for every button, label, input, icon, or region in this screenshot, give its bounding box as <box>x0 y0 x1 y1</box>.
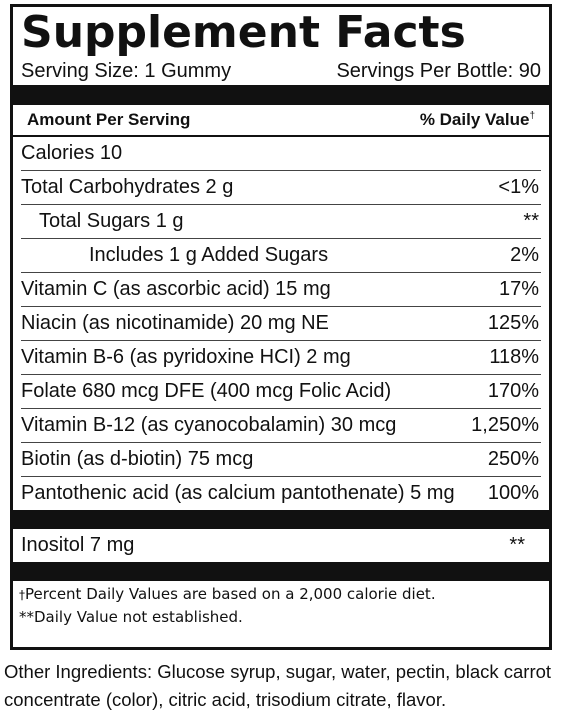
nutrient-row: Total Sugars 1 g ** <box>21 205 541 239</box>
thick-divider <box>13 85 549 105</box>
nutrient-row: Biotin (as d-biotin) 75 mcg 250% <box>21 443 541 477</box>
nutrient-row: Calories 10 <box>21 137 541 171</box>
nutrient-dv: ** <box>523 210 539 232</box>
thick-divider <box>13 510 549 529</box>
nutrient-dv: ** <box>509 534 525 556</box>
nutrient-label: Niacin (as nicotinamide) 20 mg NE <box>21 312 329 334</box>
servings-per-bottle: Servings Per Bottle: 90 <box>336 60 541 82</box>
dagger-mark: † <box>19 588 25 602</box>
supplement-facts-panel: Supplement Facts Serving Size: 1 Gummy S… <box>10 4 552 650</box>
nutrient-row: Vitamin B-6 (as pyridoxine HCI) 2 mg 118… <box>21 341 541 375</box>
nutrient-row: Folate 680 mcg DFE (400 mcg Folic Acid) … <box>21 375 541 409</box>
nutrient-row: Niacin (as nicotinamide) 20 mg NE 125% <box>21 307 541 341</box>
nutrient-dv: 250% <box>487 448 539 470</box>
nutrient-label: Biotin (as d-biotin) 75 mcg <box>21 448 254 470</box>
serving-info: Serving Size: 1 Gummy Servings Per Bottl… <box>21 59 541 85</box>
nutrient-dv: 17% <box>498 278 539 300</box>
nutrient-label: Vitamin C (as ascorbic acid) 15 mg <box>21 278 331 300</box>
column-header: Amount Per Serving % Daily Value† <box>13 105 549 137</box>
nutrient-label: Pantothenic acid (as calcium pantothenat… <box>21 482 455 504</box>
nutrient-dv: 118% <box>489 346 539 368</box>
serving-size: Serving Size: 1 Gummy <box>21 60 232 82</box>
other-ingredients: Other Ingredients: Glucose syrup, sugar,… <box>4 661 552 710</box>
dagger-footnote: †Percent Daily Values are based on a 2,0… <box>19 585 436 603</box>
nutrient-row: Inositol 7 mg ** <box>21 529 541 562</box>
other-nutrient-list: Inositol 7 mg ** <box>21 529 541 562</box>
footnotes: †Percent Daily Values are based on a 2,0… <box>19 583 543 628</box>
nutrient-dv: 100% <box>487 482 539 504</box>
nutrient-row: Pantothenic acid (as calcium pantothenat… <box>21 477 541 510</box>
nutrient-label: Vitamin B-6 (as pyridoxine HCI) 2 mg <box>21 346 351 368</box>
nutrient-dv: 1,250% <box>471 414 539 436</box>
double-star-footnote: **Daily Value not established. <box>19 608 243 626</box>
nutrient-dv: <1% <box>498 176 539 198</box>
nutrient-label: Vitamin B-12 (as cyanocobalamin) 30 mcg <box>21 414 397 436</box>
thick-divider <box>13 562 549 581</box>
nutrient-label: Inositol 7 mg <box>21 534 135 556</box>
nutrient-dv: 170% <box>487 380 539 402</box>
nutrient-label: Includes 1 g Added Sugars <box>89 244 329 266</box>
nutrient-label: Calories 10 <box>21 142 123 164</box>
nutrient-row: Includes 1 g Added Sugars 2% <box>21 239 541 273</box>
nutrient-list: Calories 10 Total Carbohydrates 2 g <1% … <box>21 137 541 510</box>
dagger-mark: † <box>529 110 535 122</box>
nutrient-label: Total Carbohydrates 2 g <box>21 176 234 198</box>
nutrient-dv: 125% <box>487 312 539 334</box>
nutrient-label: Total Sugars 1 g <box>39 210 184 232</box>
nutrient-row: Vitamin C (as ascorbic acid) 15 mg 17% <box>21 273 541 307</box>
amount-per-serving-label: Amount Per Serving <box>27 110 191 129</box>
nutrient-dv: 2% <box>510 244 539 266</box>
nutrient-row: Vitamin B-12 (as cyanocobalamin) 30 mcg … <box>21 409 541 443</box>
daily-value-label: % Daily Value† <box>419 110 535 129</box>
nutrient-label: Folate 680 mcg DFE (400 mcg Folic Acid) <box>21 380 392 402</box>
panel-title: Supplement Facts <box>21 7 466 58</box>
nutrient-row: Total Carbohydrates 2 g <1% <box>21 171 541 205</box>
